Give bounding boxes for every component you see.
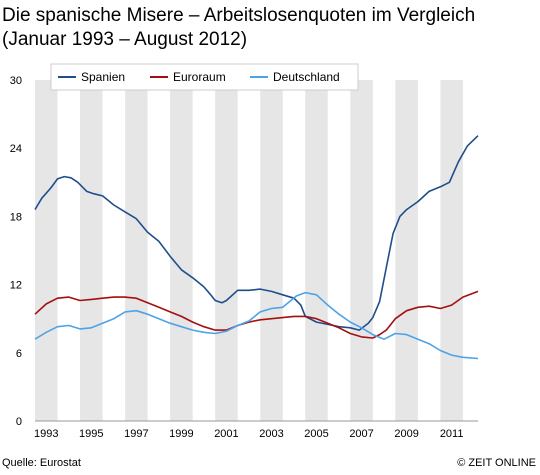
y-tick-label: 12 [10, 280, 22, 292]
legend-label-deutschland: Deutschland [273, 70, 340, 84]
y-tick-label: 24 [10, 143, 22, 155]
year-band-2005 [305, 80, 328, 421]
x-tick-label: 2007 [349, 428, 373, 440]
x-tick-label: 2009 [394, 428, 418, 440]
year-bands [35, 80, 463, 421]
credit-note: © ZEIT ONLINE [457, 457, 536, 469]
y-tick-label: 30 [10, 75, 22, 87]
year-band-2001 [215, 80, 238, 421]
series-line-euroraum [34, 290, 479, 339]
x-tick-label: 2005 [304, 428, 328, 440]
x-tick-label: 1995 [79, 428, 103, 440]
source-note: Quelle: Eurostat [2, 457, 81, 469]
chart-title-line1: Die spanische Misere – Arbeitslosenquote… [2, 5, 476, 26]
y-tick-label: 6 [16, 348, 22, 360]
year-band-2011 [440, 80, 463, 421]
chart-legend: Spanien Euroraum Deutschland [50, 63, 359, 91]
x-tick-label: 1997 [124, 428, 148, 440]
x-tick-label: 1993 [34, 428, 58, 440]
x-tick-label: 2003 [259, 428, 283, 440]
legend-box [50, 63, 359, 91]
year-band-1993 [35, 80, 58, 421]
y-tick-label: 18 [10, 211, 22, 223]
legend-label-euroraum: Euroraum [173, 70, 226, 84]
legend-label-spanien: Spanien [81, 70, 125, 84]
series-lines [34, 135, 479, 360]
year-band-1999 [170, 80, 193, 421]
chart-title: Die spanische Misere – Arbeitslosenquote… [2, 4, 538, 52]
x-tick-label: 2001 [214, 428, 238, 440]
x-tick-label: 2011 [440, 428, 464, 440]
year-band-2009 [395, 80, 418, 421]
y-tick-label: 0 [16, 416, 22, 428]
chart-title-line2: (Januar 1993 – August 2012) [2, 29, 248, 50]
x-axis: 1993 1995 1997 1999 2001 2003 2005 2007 2009 2011 [34, 428, 463, 440]
y-axis: 0 6 12 18 24 30 [10, 75, 478, 428]
year-band-2007 [350, 80, 373, 421]
x-tick-label: 1999 [169, 428, 193, 440]
year-band-2003 [260, 80, 283, 421]
year-band-1995 [80, 80, 103, 421]
series-line-deutschland [34, 291, 479, 360]
series-line-spanien [34, 135, 479, 331]
year-band-1997 [125, 80, 148, 421]
